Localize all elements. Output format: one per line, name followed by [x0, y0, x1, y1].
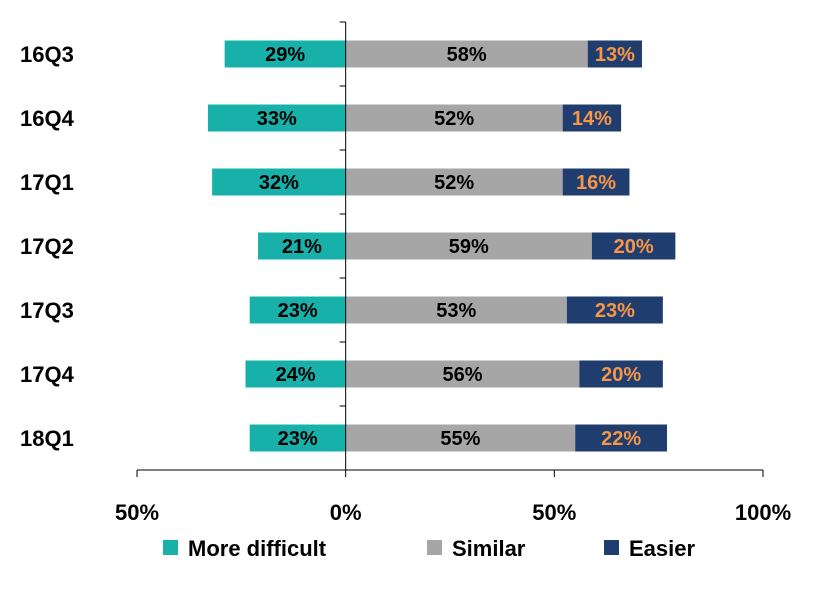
- bar-segment: [562, 104, 622, 132]
- bar-segment: [587, 40, 642, 68]
- category-label: 17Q3: [20, 298, 74, 323]
- category-label: 17Q1: [20, 170, 74, 195]
- data-label: 32%: [259, 172, 299, 194]
- bar-segment: [575, 424, 668, 452]
- data-label: 58%: [447, 44, 487, 66]
- data-label: 23%: [278, 300, 318, 322]
- bar-segment: [345, 104, 563, 132]
- data-label: 13%: [595, 44, 635, 66]
- category-labels: 16Q3 16Q4 17Q1 17Q2 17Q3 17Q4 18Q1: [20, 42, 75, 451]
- x-tick-label: 50%: [115, 500, 159, 525]
- data-label: 55%: [440, 428, 480, 450]
- legend-swatch: [604, 540, 619, 555]
- bar-segment: [345, 232, 592, 260]
- data-label: 20%: [614, 236, 654, 258]
- bar-segment: [249, 424, 346, 452]
- data-label: 16%: [576, 172, 616, 194]
- category-label: 16Q3: [20, 42, 74, 67]
- legend-label: More difficult: [188, 536, 327, 561]
- data-label: 14%: [572, 108, 612, 130]
- data-label: 52%: [434, 108, 474, 130]
- legend: More difficult Similar Easier: [163, 536, 695, 561]
- category-label: 18Q1: [20, 426, 74, 451]
- data-label: 29%: [265, 44, 305, 66]
- data-label: 59%: [449, 236, 489, 258]
- bar-segment: [249, 296, 346, 324]
- data-label: 23%: [278, 428, 318, 450]
- bar-segment: [345, 424, 576, 452]
- bar-segment: [212, 168, 346, 196]
- data-label: 53%: [436, 300, 476, 322]
- data-label: 56%: [443, 364, 483, 386]
- data-label: 33%: [257, 108, 297, 130]
- data-label: 20%: [601, 364, 641, 386]
- bar-segment: [566, 296, 663, 324]
- bar-segment: [345, 360, 580, 388]
- legend-swatch: [163, 540, 178, 555]
- x-tick-label: 0%: [330, 500, 362, 525]
- data-label: 23%: [595, 300, 635, 322]
- category-label: 17Q2: [20, 234, 74, 259]
- bar-segment: [562, 168, 630, 196]
- data-label: 22%: [601, 428, 641, 450]
- bar-segment: [591, 232, 676, 260]
- bar-segment: [345, 168, 563, 196]
- bar-segment: [245, 360, 346, 388]
- legend-swatch: [427, 540, 442, 555]
- data-label: 24%: [276, 364, 316, 386]
- legend-label: Easier: [629, 536, 695, 561]
- axes: 50% 0% 50% 100%: [115, 21, 791, 525]
- data-label: 21%: [282, 236, 322, 258]
- bar-segment: [258, 232, 346, 260]
- category-label: 16Q4: [20, 106, 75, 131]
- category-label: 17Q4: [20, 362, 75, 387]
- bar-segment: [579, 360, 663, 388]
- bar-segment: [345, 40, 588, 68]
- bar-segment: [345, 296, 567, 324]
- bar-segment: [224, 40, 346, 68]
- data-label: 52%: [434, 172, 474, 194]
- legend-label: Similar: [452, 536, 526, 561]
- bars: 29% 58% 13% 33% 52% 14% 32% 52% 16% 21% 59% 20% 23% 5…: [207, 40, 676, 452]
- x-tick-label: 100%: [735, 500, 791, 525]
- bar-segment: [207, 104, 346, 132]
- x-tick-label: 50%: [532, 500, 576, 525]
